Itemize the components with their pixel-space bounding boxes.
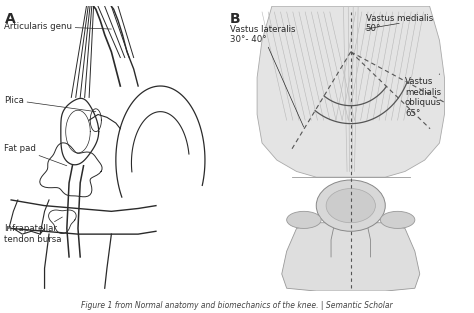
Text: Articularis genu: Articularis genu — [4, 22, 111, 31]
Ellipse shape — [326, 188, 375, 223]
Text: Plica: Plica — [4, 96, 96, 112]
Text: Infrapatellar
tendon bursa: Infrapatellar tendon bursa — [4, 217, 63, 244]
Ellipse shape — [380, 211, 415, 228]
Text: Vastus lateralis
30°- 40°: Vastus lateralis 30°- 40° — [230, 25, 304, 127]
Text: Vastus medialis
50°: Vastus medialis 50° — [365, 14, 433, 33]
Text: Figure 1 from Normal anatomy and biomechanics of the knee. | Semantic Scholar: Figure 1 from Normal anatomy and biomech… — [81, 301, 393, 310]
Polygon shape — [257, 6, 445, 177]
Text: A: A — [4, 12, 15, 26]
Text: B: B — [230, 12, 241, 26]
Ellipse shape — [287, 211, 321, 228]
Text: Vastus
medialis
obliquus
65°: Vastus medialis obliquus 65° — [405, 74, 441, 117]
Ellipse shape — [316, 180, 385, 231]
Text: Fat pad: Fat pad — [4, 144, 67, 166]
Polygon shape — [282, 223, 420, 291]
